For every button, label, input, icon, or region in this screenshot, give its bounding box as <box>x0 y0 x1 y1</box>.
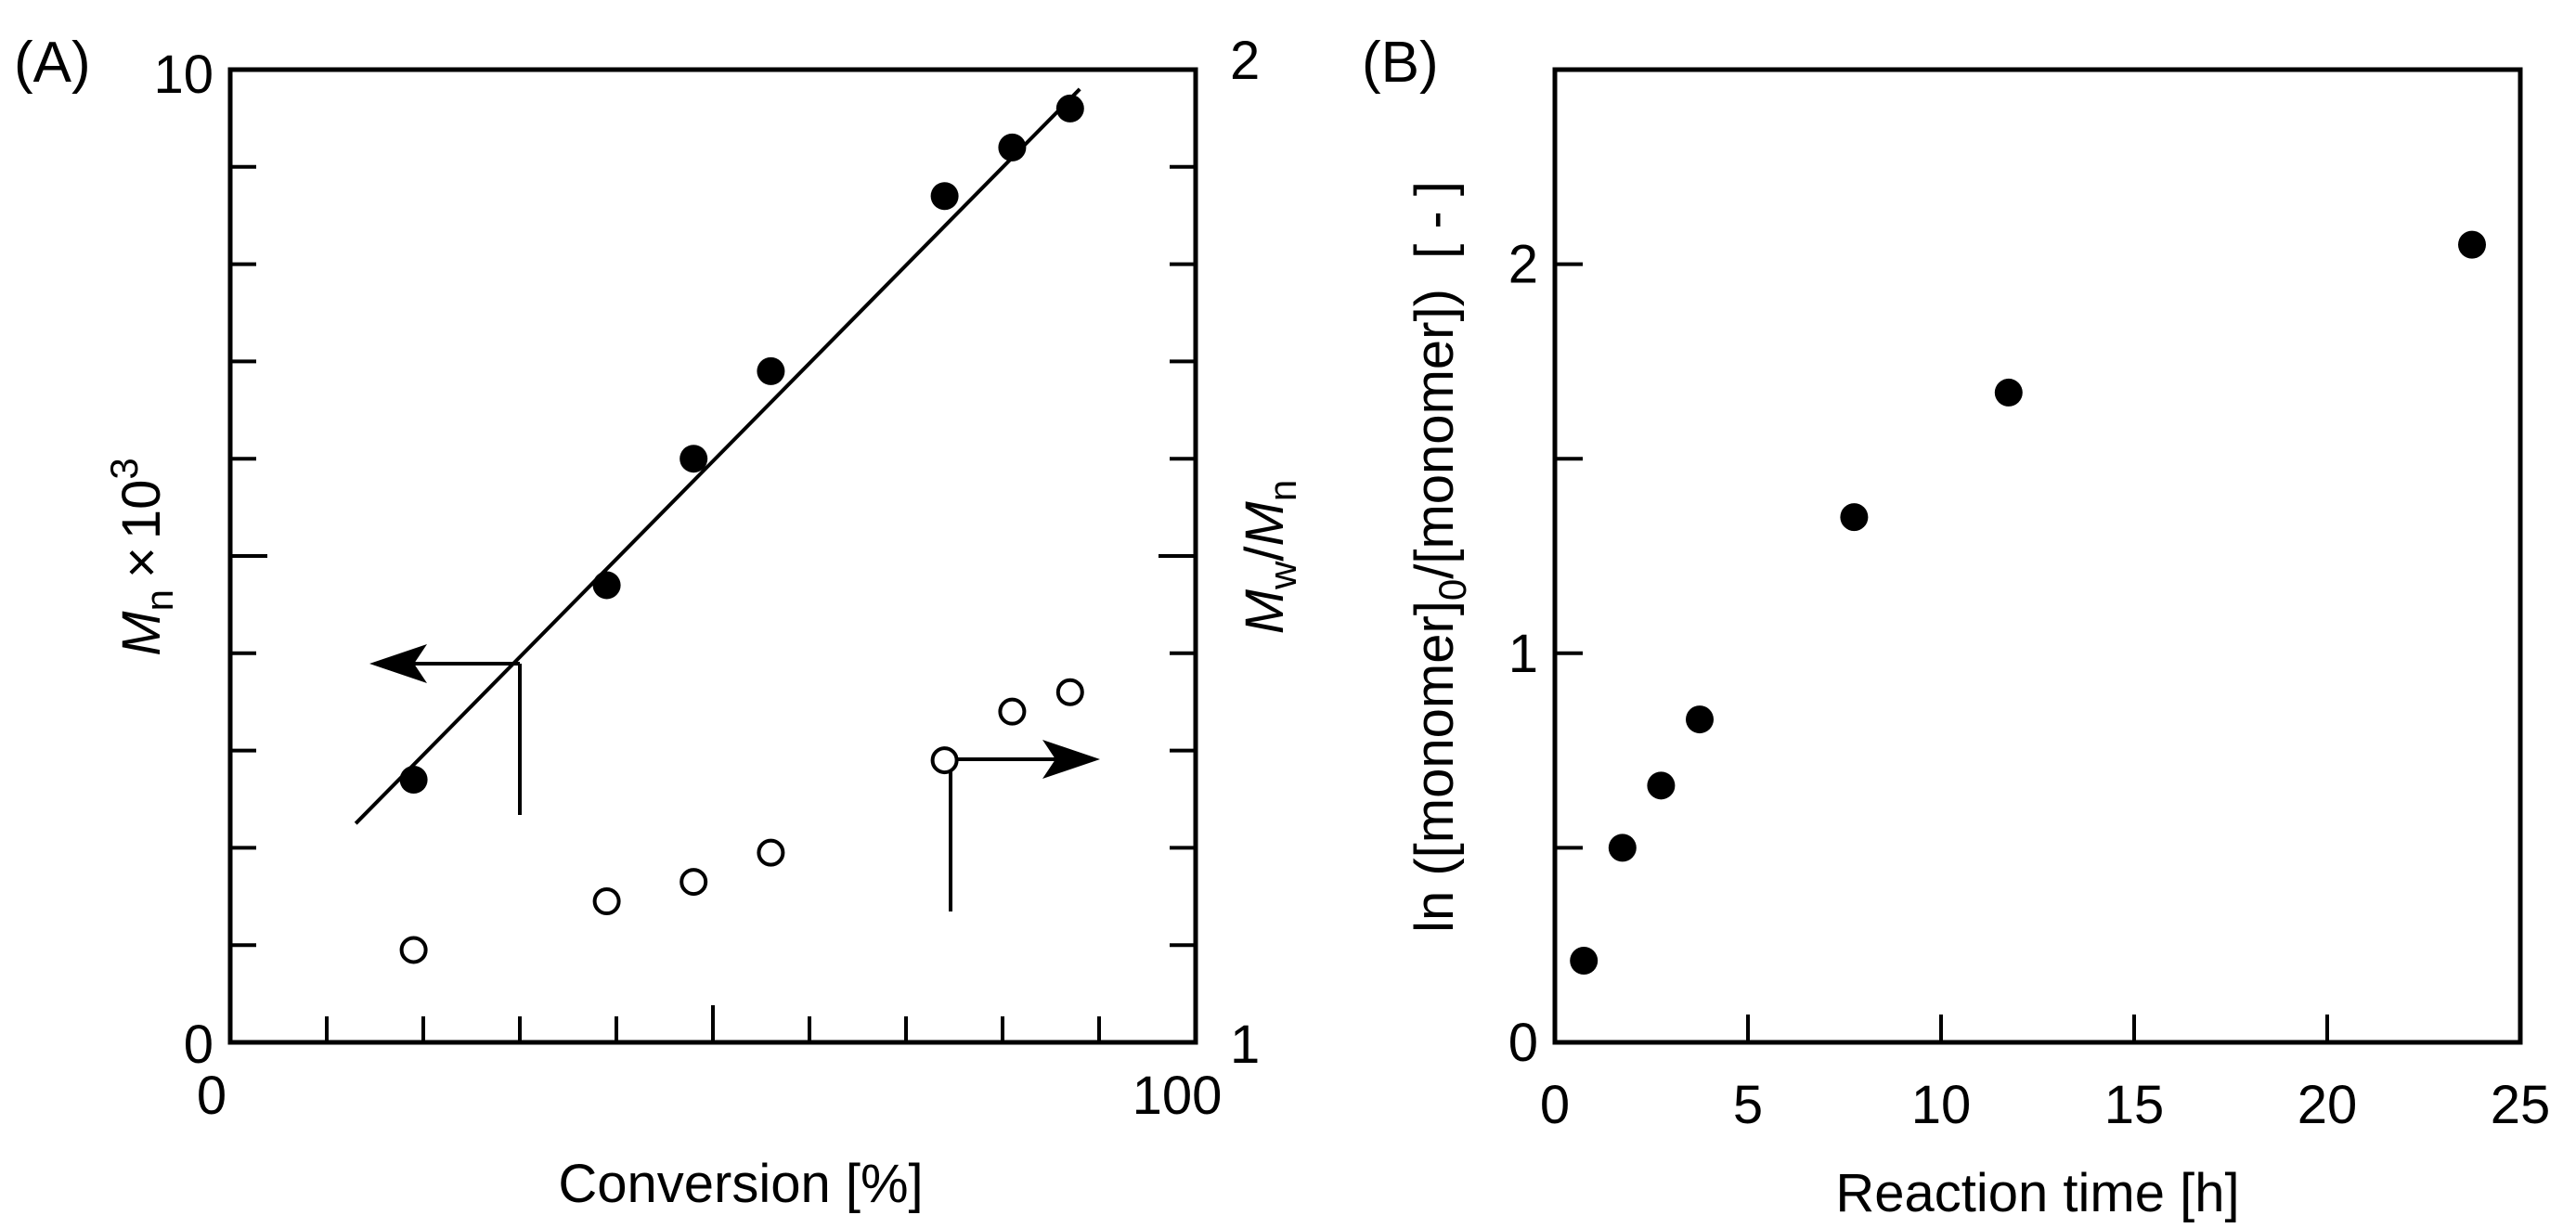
panel-a-label: (A) <box>14 31 91 95</box>
panel-a-fit-line <box>354 87 1081 825</box>
ln-ratio-point <box>1686 705 1714 734</box>
mw-mn-point <box>1055 678 1084 706</box>
mw-mn-point <box>757 838 785 867</box>
left-arrow-head <box>369 644 427 683</box>
panel-b-series <box>1570 230 2486 975</box>
panel-a-y-left-tick-label-10: 10 <box>153 45 214 105</box>
y-right-title-slash: / <box>1235 546 1295 562</box>
y-left-title-sub: n <box>137 589 181 611</box>
y-right-title-main2: M <box>1235 500 1295 546</box>
y-right-title-sub1: w <box>1261 561 1304 590</box>
mw-mn-point <box>399 936 428 964</box>
panel-b-y-tick-label: 0 <box>1508 1013 1538 1073</box>
mw-mn-point <box>930 746 959 775</box>
panel-b-x-tick-label: 25 <box>2491 1075 2551 1135</box>
mn-point <box>680 445 708 473</box>
panel-b-x-tick-label: 0 <box>1540 1075 1570 1135</box>
y-left-title-base: 10 <box>111 480 172 540</box>
panel-a-series-mn <box>399 94 1084 795</box>
mn-point <box>399 766 428 795</box>
ln-ratio-point <box>2458 230 2486 259</box>
panel-a-y-right-tick-label-2: 2 <box>1230 31 1260 91</box>
mn-point <box>930 182 959 211</box>
left-axis-indicator-arrow <box>369 644 522 815</box>
panel-a-y-left-tick-label-0: 0 <box>184 1015 214 1075</box>
panel-b-y-axis-title: ln ([monomer]0/[monomer]) [ - ] <box>1405 181 1474 933</box>
panel-b-x-tick-label: 5 <box>1733 1075 1763 1135</box>
mw-mn-point <box>592 887 621 916</box>
panel-a: (A) 0 10 1 2 0 100 Conversion [%] Mn×103… <box>14 31 1304 1214</box>
right-arrow-head <box>1042 740 1100 779</box>
y-title-post: /[monomer]) [ - ] <box>1405 181 1465 579</box>
ln-ratio-point <box>1608 834 1637 862</box>
ln-ratio-point <box>1647 771 1676 800</box>
mw-mn-point <box>680 868 708 897</box>
panel-a-x-tick-label-100: 100 <box>1133 1066 1223 1126</box>
panel-b-plot-frame <box>1552 67 2523 1045</box>
mw-mn-point <box>998 697 1027 726</box>
ln-ratio-point <box>1570 946 1599 975</box>
panel-a-plot-frame <box>227 67 1198 1045</box>
panel-a-y-right-axis-title: Mw/Mn <box>1235 480 1304 634</box>
panel-a-x-tick-label-0: 0 <box>197 1066 227 1126</box>
y-left-title-main: M <box>111 611 172 656</box>
panel-b: (B) 0 5 10 15 20 25 0 1 2 Reaction time [h] ln (… <box>1362 31 2550 1223</box>
ln-ratio-point <box>1994 378 2023 407</box>
panel-b-x-tick-label: 10 <box>1911 1075 1972 1135</box>
panel-a-ticks <box>230 164 1196 1042</box>
ln-ratio-point <box>1840 503 1869 532</box>
mn-point <box>757 356 785 385</box>
panel-b-x-tick-label: 20 <box>2298 1075 2358 1135</box>
panel-b-label: (B) <box>1362 31 1439 95</box>
y-left-title-sup: 3 <box>102 458 146 479</box>
panel-a-y-left-axis-title: Mn × 103 <box>102 458 181 655</box>
y-title-sub: 0 <box>1430 579 1474 601</box>
y-right-title-main1: M <box>1235 588 1295 634</box>
panel-b-tick-labels: 0 5 10 15 20 25 0 1 2 <box>1508 235 2551 1135</box>
panel-a-y-right-tick-label-1: 1 <box>1230 1015 1260 1075</box>
mn-point <box>998 133 1027 162</box>
panel-b-x-axis-title: Reaction time [h] <box>1835 1163 2239 1223</box>
mn-point <box>592 571 621 600</box>
panel-b-y-tick-label: 2 <box>1508 235 1538 295</box>
panel-b-x-tick-label: 15 <box>2104 1075 2165 1135</box>
panel-a-series-mw-mn <box>399 678 1084 964</box>
panel-b-y-tick-label: 1 <box>1508 624 1538 684</box>
y-right-title-sub2: n <box>1261 480 1304 501</box>
mn-point <box>1055 94 1084 123</box>
right-axis-indicator-arrow <box>949 740 1100 911</box>
panel-a-x-axis-title: Conversion [%] <box>558 1154 923 1214</box>
y-title-pre: ln ([monomer] <box>1405 601 1465 933</box>
panel-b-ticks <box>1555 262 2329 1042</box>
y-left-title-times: × <box>111 547 172 578</box>
